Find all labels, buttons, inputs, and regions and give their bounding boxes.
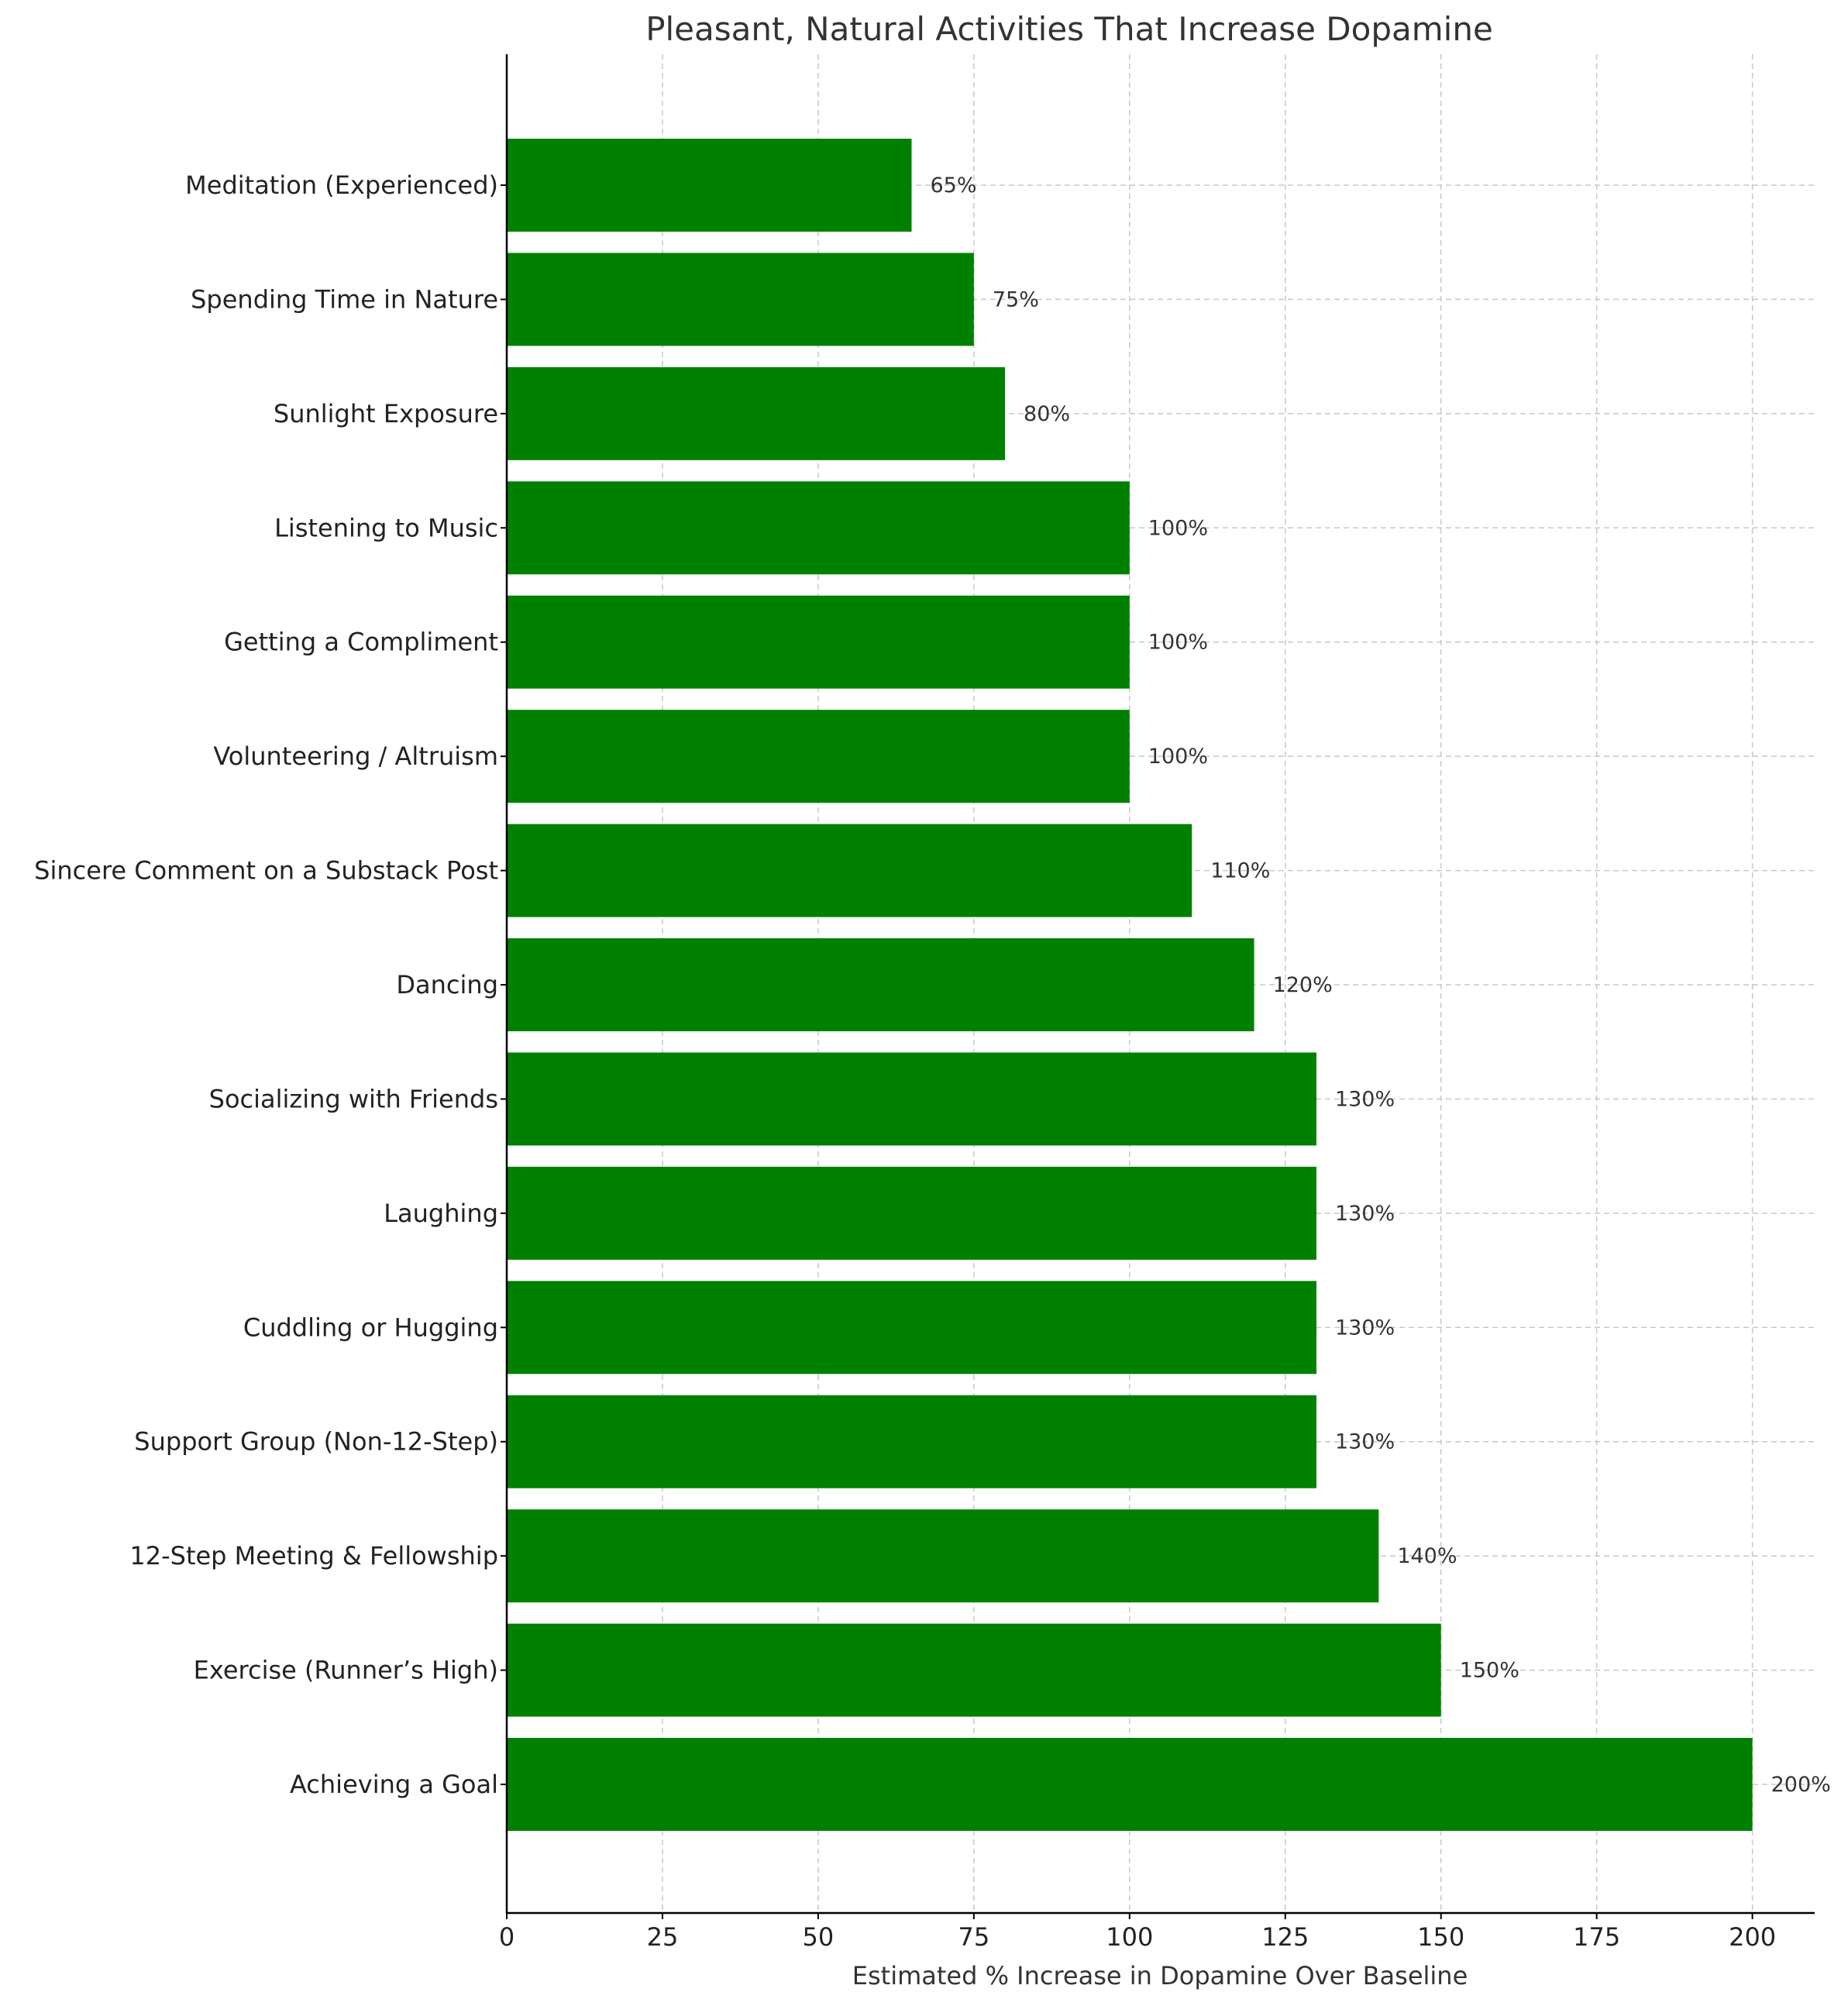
category-label: 12-Step Meeting & Fellowship (129, 1541, 498, 1571)
bars (507, 139, 1753, 1831)
bar (507, 1738, 1753, 1831)
value-label: 100% (1148, 745, 1208, 769)
category-label: Socializing with Friends (209, 1084, 498, 1113)
category-label: Listening to Music (274, 513, 498, 542)
category-label: Sincere Comment on a Substack Post (34, 856, 498, 886)
value-label: 130% (1335, 1202, 1395, 1226)
category-label: Exercise (Runner’s High) (194, 1656, 498, 1685)
category-label: Dancing (396, 970, 498, 1000)
value-label: 75% (993, 287, 1039, 311)
bar (507, 253, 974, 346)
category-labels: Meditation (Experienced) Spending Time in… (34, 170, 507, 1799)
value-label: 80% (1024, 402, 1070, 426)
bar (507, 1509, 1379, 1603)
x-tick-label: 25 (647, 1922, 679, 1952)
value-label: 130% (1335, 1316, 1395, 1340)
x-tick-label: 75 (958, 1922, 989, 1952)
x-tick-label: 100 (1106, 1922, 1153, 1952)
bar (507, 1623, 1441, 1717)
category-label: Laughing (384, 1199, 498, 1228)
bar (507, 1281, 1316, 1375)
value-label: 65% (930, 174, 976, 198)
category-label: Cuddling or Hugging (243, 1313, 498, 1342)
x-tick-label: 200 (1729, 1922, 1776, 1952)
category-label: Getting a Compliment (224, 628, 498, 657)
value-label: 130% (1335, 1087, 1395, 1111)
chart-title: Pleasant, Natural Activities That Increa… (645, 10, 1493, 48)
value-label: 100% (1148, 631, 1208, 655)
value-label: 130% (1335, 1430, 1395, 1454)
bar (507, 366, 1006, 460)
bar (507, 139, 912, 232)
category-label: Sunlight Exposure (274, 399, 498, 428)
bar (507, 710, 1130, 803)
x-tick-label: 125 (1261, 1922, 1309, 1952)
value-label: 200% (1771, 1773, 1831, 1797)
x-axis-label: Estimated % Increase in Dopamine Over Ba… (852, 1961, 1468, 1990)
x-tick-label: 175 (1573, 1922, 1620, 1952)
bar (507, 938, 1254, 1031)
value-label: 110% (1210, 859, 1270, 883)
category-label: Support Group (Non-12-Step) (134, 1427, 498, 1457)
value-label: 120% (1273, 973, 1333, 997)
bar (507, 481, 1130, 575)
x-tick-label: 50 (803, 1922, 835, 1952)
bar (507, 595, 1130, 689)
x-tick-label: 0 (499, 1922, 514, 1952)
bar (507, 1395, 1316, 1488)
x-ticks: 0 25 50 75 100 125 150 175 200 (499, 1913, 1776, 1952)
x-tick-label: 150 (1417, 1922, 1464, 1952)
value-label: 150% (1460, 1659, 1519, 1683)
bar (507, 1166, 1316, 1260)
category-label: Achieving a Goal (290, 1770, 498, 1799)
value-label: 100% (1148, 516, 1208, 540)
value-label: 140% (1397, 1544, 1457, 1568)
category-label: Volunteering / Altruism (213, 741, 498, 771)
bar (507, 824, 1192, 917)
value-labels: 65% 75% 80% 100% 100% 100% 110% 120% 130% 130% 130… (930, 174, 1830, 1797)
category-label: Spending Time in Nature (191, 284, 498, 314)
bar (507, 1052, 1316, 1146)
category-label: Meditation (Experienced) (185, 170, 498, 200)
